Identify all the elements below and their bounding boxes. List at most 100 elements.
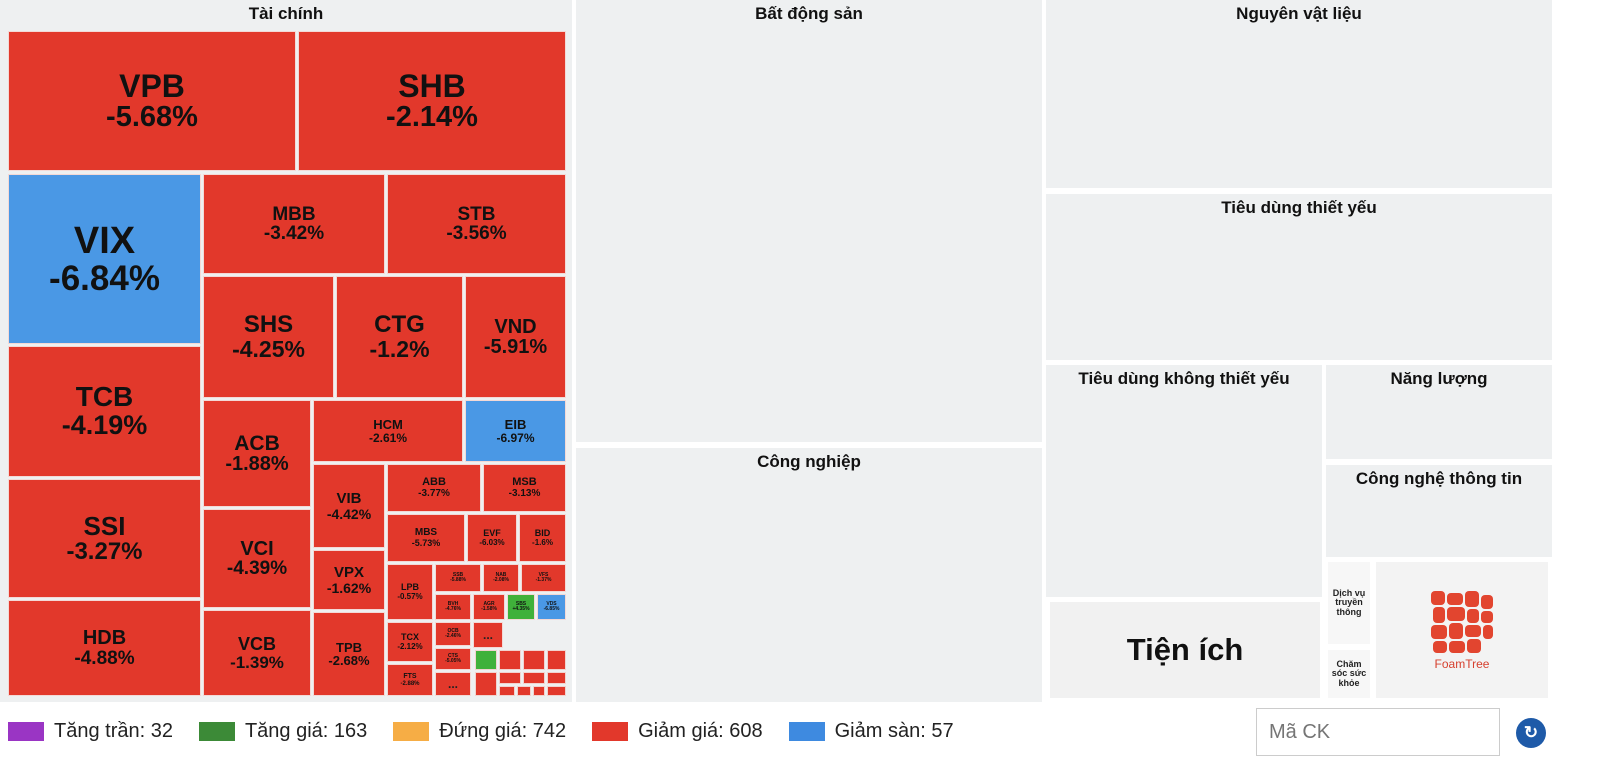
stock-tile-shb[interactable]: SHB -2.14% xyxy=(298,31,566,171)
sector-dich-vu-truyen-thong[interactable]: Dịch vụ truyền thông xyxy=(1328,562,1370,644)
sector-title: Bất động sản xyxy=(755,4,863,23)
stock-tile-vfs[interactable]: VFS -1.37% xyxy=(521,564,566,592)
stock-tile-small[interactable] xyxy=(475,650,497,670)
brand-icon[interactable]: ↻ xyxy=(1516,718,1546,748)
stock-tile-vnd[interactable]: VND -5.91% xyxy=(465,276,566,398)
stock-change: -5.73% xyxy=(411,537,441,548)
stock-tile-mbb[interactable]: MBB -3.42% xyxy=(203,174,385,274)
stock-symbol: SSI xyxy=(83,511,126,541)
stock-tile-abb[interactable]: ABB -3.77% xyxy=(387,464,481,512)
stock-tile-shs[interactable]: SHS -4.25% xyxy=(203,276,334,398)
legend-item-dung-gia[interactable]: Đứng giá: 742 xyxy=(393,720,566,743)
stock-change: -6.84% xyxy=(49,258,160,298)
stock-tile-small[interactable] xyxy=(547,672,566,684)
stock-tile-small[interactable] xyxy=(547,650,566,670)
sector-title: Nguyên vật liệu xyxy=(1236,4,1362,23)
stock-symbol: FTS xyxy=(403,673,417,681)
stock-symbol: MBB xyxy=(272,203,316,225)
stock-change: -2.68% xyxy=(328,653,370,668)
stock-tile-vpb[interactable]: VPB -5.68% xyxy=(8,31,296,171)
stock-tile-vib[interactable]: VIB -4.42% xyxy=(313,464,385,548)
stock-symbol: NAB xyxy=(495,571,507,578)
legend-label: Đứng giá: 742 xyxy=(439,719,567,742)
foamtree-label: FoamTree xyxy=(1434,657,1490,671)
stock-tile-tcx[interactable]: TCX -2.12% xyxy=(387,622,433,662)
stock-tile-tpb[interactable]: TPB -2.68% xyxy=(313,612,385,696)
stock-tile-vix[interactable]: VIX -6.84% xyxy=(8,174,201,344)
stock-tile-lpb[interactable]: LPB -0.57% xyxy=(387,564,433,620)
stock-change: -1.37% xyxy=(535,577,552,583)
stock-tile-tcb[interactable]: TCB -4.19% xyxy=(8,346,201,477)
stock-tile-evf[interactable]: EVF -6.03% xyxy=(467,514,517,562)
legend-item-giam-san[interactable]: Giảm sàn: 57 xyxy=(788,720,954,743)
legend-item-tang-gia[interactable]: Tăng giá: 163 xyxy=(198,720,367,743)
stock-change: -4.42% xyxy=(326,505,372,522)
stock-tile-cts[interactable]: CTS -5.05% xyxy=(435,648,471,670)
stock-symbol: BID xyxy=(534,528,551,539)
stock-change: -1.6% xyxy=(532,537,553,547)
stock-tile-small[interactable] xyxy=(523,672,545,684)
stock-tile-small[interactable] xyxy=(547,686,566,696)
stock-tile-acb[interactable]: ACB -1.88% xyxy=(203,400,311,507)
stock-search-input[interactable] xyxy=(1257,709,1499,755)
sector-nguyen-vat-lieu: Nguyên vật liệu xyxy=(1046,0,1552,188)
stock-tile-vpx[interactable]: VPX -1.62% xyxy=(313,550,385,610)
stock-tile-eib[interactable]: EIB -6.97% xyxy=(465,400,566,462)
stock-tile-nab[interactable]: NAB -2.08% xyxy=(483,564,519,592)
legend-swatch xyxy=(393,721,430,741)
stock-change: -5.68% xyxy=(106,100,198,133)
stock-tile-small[interactable] xyxy=(517,686,531,696)
stock-change: -5.05% xyxy=(445,658,461,664)
stock-search[interactable] xyxy=(1256,708,1500,756)
stock-tile-sbs[interactable]: SBS +4.35% xyxy=(507,594,535,620)
more-stocks-group[interactable]: ... xyxy=(473,622,503,648)
sector-title: Tiêu dùng không thiết yếu xyxy=(1078,369,1290,388)
stock-tile-small[interactable] xyxy=(475,672,497,696)
stock-tile-ctg[interactable]: CTG -1.2% xyxy=(336,276,463,398)
sector-bat-dong-san: Bất động sản xyxy=(576,0,1042,442)
more-stocks-group[interactable]: ... xyxy=(435,672,471,696)
stock-tile-bid[interactable]: BID -1.6% xyxy=(519,514,566,562)
stock-tile-stb[interactable]: STB -3.56% xyxy=(387,174,566,274)
stock-change: -3.56% xyxy=(446,223,507,244)
stock-tile-small[interactable] xyxy=(499,672,521,684)
stock-tile-ssi[interactable]: SSI -3.27% xyxy=(8,479,201,598)
stock-tile-msb[interactable]: MSB -3.13% xyxy=(483,464,566,512)
stock-tile-ssb[interactable]: SSB -5.88% xyxy=(435,564,481,592)
stock-change: -3.13% xyxy=(508,487,541,499)
stock-tile-agr[interactable]: AGR -1.58% xyxy=(473,594,505,620)
stock-tile-vcb[interactable]: VCB -1.39% xyxy=(203,610,311,696)
stock-symbol: MSB xyxy=(512,476,537,489)
legend: Tăng trần: 32 Tăng giá: 163 Đứng giá: 74… xyxy=(8,716,980,746)
stock-symbol: ACB xyxy=(234,431,280,455)
stock-tile-small[interactable] xyxy=(499,686,515,696)
stock-symbol: VFS xyxy=(538,571,549,578)
stock-tile-bvh[interactable]: BVH -4.76% xyxy=(435,594,471,620)
stock-change: +4.35% xyxy=(512,606,530,612)
stock-symbol: TPB xyxy=(336,639,362,655)
stock-symbol: EIB xyxy=(504,417,527,433)
stock-tile-hcm[interactable]: HCM -2.61% xyxy=(313,400,463,462)
stock-symbol: CTG xyxy=(374,311,425,339)
sector-cong-nghiep: Công nghiệp xyxy=(576,448,1042,702)
legend-item-tang-tran[interactable]: Tăng trần: 32 xyxy=(8,720,173,743)
stock-change: -0.57% xyxy=(397,591,423,601)
stock-change: -1.58% xyxy=(481,606,497,612)
stock-tile-small[interactable] xyxy=(523,650,545,670)
stock-tile-vds[interactable]: VDS -6.85% xyxy=(537,594,566,620)
stock-symbol: SSB xyxy=(452,571,464,578)
legend-item-giam-gia[interactable]: Giảm giá: 608 xyxy=(592,720,763,743)
sector-tien-ich[interactable]: Tiện ích xyxy=(1050,602,1320,698)
stock-tile-ocb[interactable]: OCB -2.46% xyxy=(435,622,471,646)
stock-symbol: CTS xyxy=(448,652,458,659)
stock-change: -2.12% xyxy=(397,641,423,651)
stock-change: -1.39% xyxy=(230,652,284,672)
stock-tile-small[interactable] xyxy=(533,686,545,696)
stock-tile-vci[interactable]: VCI -4.39% xyxy=(203,509,311,608)
stock-change: -3.27% xyxy=(66,537,143,565)
stock-tile-mbs[interactable]: MBS -5.73% xyxy=(387,514,465,562)
stock-tile-hdb[interactable]: HDB -4.88% xyxy=(8,600,201,696)
sector-cham-soc-suc-khoe[interactable]: Chăm sóc sức khỏe xyxy=(1328,650,1370,698)
stock-tile-small[interactable] xyxy=(499,650,521,670)
stock-tile-fts[interactable]: FTS -2.88% xyxy=(387,664,433,696)
